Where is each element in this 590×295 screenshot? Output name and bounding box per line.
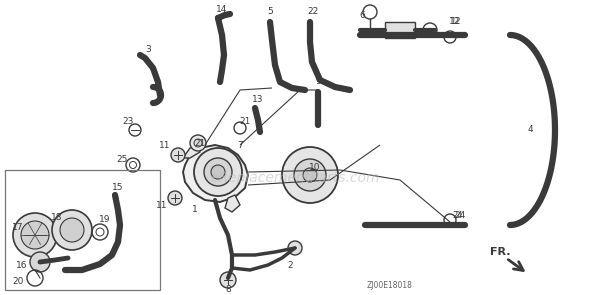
Polygon shape [225,195,240,212]
Text: 19: 19 [99,216,111,224]
Text: 9: 9 [315,78,321,86]
Text: 2: 2 [287,260,293,270]
Text: 13: 13 [253,96,264,104]
Text: 20: 20 [12,278,24,286]
Text: 11: 11 [156,201,168,209]
Circle shape [171,148,185,162]
Circle shape [168,191,182,205]
Text: FR.: FR. [490,247,510,257]
Circle shape [21,221,49,249]
Circle shape [303,168,317,182]
Text: 21: 21 [194,138,206,148]
Text: 14: 14 [217,6,228,14]
Circle shape [288,241,302,255]
Text: 21: 21 [240,117,251,127]
Text: 12: 12 [450,17,461,27]
Text: 7: 7 [237,140,243,150]
Text: 11: 11 [159,140,171,150]
Text: 12: 12 [450,17,460,27]
Text: 24: 24 [454,211,466,219]
Circle shape [220,272,236,288]
Polygon shape [183,145,200,158]
Polygon shape [183,145,248,202]
Circle shape [13,213,57,257]
Text: 25: 25 [116,155,127,165]
Text: 3: 3 [145,45,151,55]
Text: 8: 8 [225,286,231,294]
Text: 24: 24 [453,211,463,219]
Circle shape [204,158,232,186]
Text: 16: 16 [17,260,28,270]
Text: 6: 6 [359,11,365,19]
Text: 18: 18 [51,212,63,222]
Text: ZJ00E18018: ZJ00E18018 [367,281,413,289]
Text: 15: 15 [112,183,124,193]
Text: eReplacementParts.com: eReplacementParts.com [210,171,380,185]
Text: 23: 23 [122,117,134,127]
Text: 5: 5 [267,7,273,17]
Circle shape [194,139,202,147]
Circle shape [194,148,242,196]
Circle shape [282,147,338,203]
Circle shape [60,218,84,242]
Circle shape [211,165,225,179]
Bar [385,22,415,38]
Circle shape [52,210,92,250]
Circle shape [294,159,326,191]
Bar [5,170,160,290]
Text: 17: 17 [12,224,24,232]
Text: 22: 22 [307,7,319,17]
Text: 1: 1 [192,206,198,214]
Text: 10: 10 [309,163,321,173]
Circle shape [190,135,206,151]
Text: 4: 4 [527,125,533,135]
Circle shape [30,252,50,272]
